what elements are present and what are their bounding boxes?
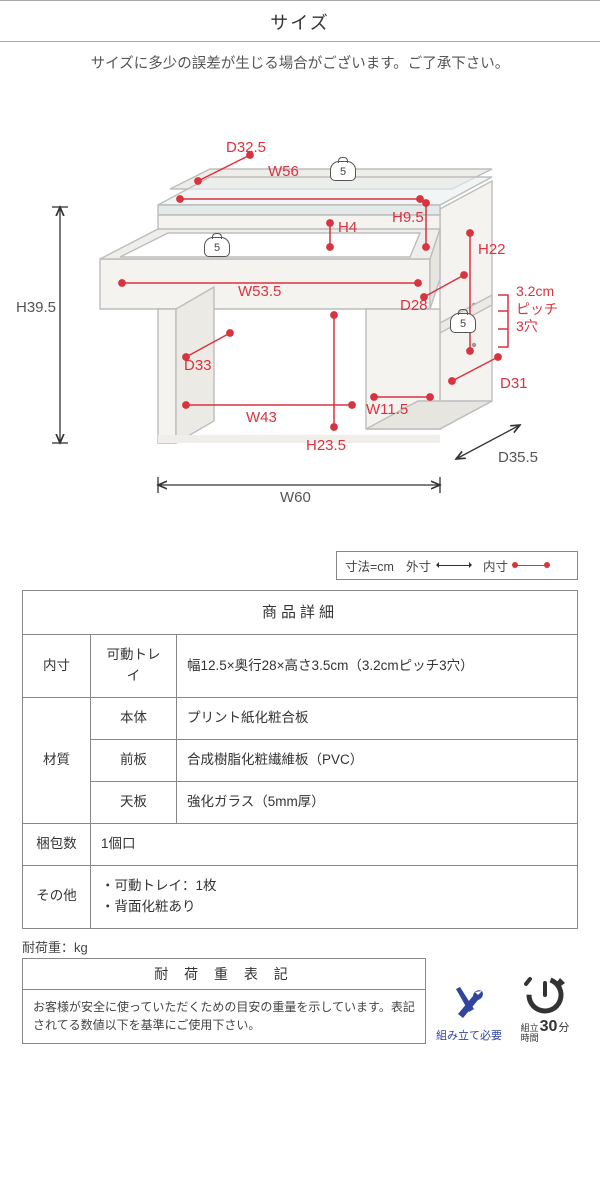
lbl-d28: D28 (400, 297, 428, 314)
time-unit: 分 (558, 1022, 569, 1036)
lbl-h23: H23.5 (306, 437, 346, 454)
lbl-h9: H9.5 (392, 209, 424, 226)
table-row: 天板 強化ガラス（5mm厚） (23, 781, 578, 823)
legend-outer-arrow-icon (437, 565, 471, 566)
lbl-w11: W11.5 (366, 401, 408, 418)
row-label: 材質 (23, 698, 91, 824)
table-row: 前板 合成樹脂化粧繊維板（PVC） (23, 740, 578, 782)
row-label: その他 (23, 865, 91, 928)
legend-unit: 寸法=cm (345, 556, 394, 575)
lbl-h22: H22 (478, 241, 506, 258)
assembly-label: 組み立て必要 (436, 1030, 502, 1044)
row-sub: 可動トレイ (91, 635, 177, 698)
table-row: その他 ・可動トレイ：1枚 ・背面化粧あり (23, 865, 578, 928)
weight-badge-shelf: 5 (450, 313, 476, 333)
row-val: ・可動トレイ：1枚 ・背面化粧あり (91, 865, 578, 928)
lbl-d33: D33 (184, 357, 212, 374)
lbl-d31: D31 (500, 375, 528, 392)
spec-header: 商品詳細 (23, 591, 578, 635)
row-label: 内寸 (23, 635, 91, 698)
row-sub: 前板 (91, 740, 177, 782)
assembly-required-icon: 組み立て必要 (436, 958, 502, 1044)
assembly-time-icon: 組立 時間 30 分 (512, 958, 578, 1044)
lbl-h-overall: H39.5 (16, 299, 56, 316)
dimension-diagram: H39.5 W60 D35.5 D32.5 W56 H4 H9.5 W53.5 … (0, 91, 600, 521)
lbl-w53: W53.5 (238, 283, 281, 300)
time-label: 組立 時間 (521, 1024, 539, 1044)
row-sub: 天板 (91, 781, 177, 823)
row-val: 合成樹脂化粧繊維板（PVC） (177, 740, 578, 782)
load-capacity-note: 耐荷重：kg (22, 937, 578, 956)
legend-inner: 内寸 (483, 556, 508, 575)
lbl-w-top: W56 (268, 163, 299, 180)
load-capacity-box: 耐 荷 重 表 記 お客様が安全に使っていただくための目安の重量を示しています。… (22, 958, 426, 1044)
time-value: 30 (540, 1017, 558, 1037)
legend-inner-line-icon (514, 565, 548, 567)
lbl-w-overall: W60 (280, 489, 311, 506)
table-row: 材質 本体 プリント紙化粧合板 (23, 698, 578, 740)
lbl-w43: W43 (246, 409, 277, 426)
table-row: 内寸 可動トレイ 幅12.5×奥行28×高さ3.5cm（3.2cmピッチ3穴） (23, 635, 578, 698)
lbl-h4: H4 (338, 219, 357, 236)
row-sub: 本体 (91, 698, 177, 740)
weight-badge-top: 5 (330, 161, 356, 181)
lbl-d-top: D32.5 (226, 139, 266, 156)
table-row: 梱包数 1個口 (23, 823, 578, 865)
legend-outer: 外寸 (406, 556, 431, 575)
load-box-title: 耐 荷 重 表 記 (23, 959, 425, 990)
row-val: 1個口 (91, 823, 578, 865)
row-val: 幅12.5×奥行28×高さ3.5cm（3.2cmピッチ3穴） (177, 635, 578, 698)
spec-table: 商品詳細 内寸 可動トレイ 幅12.5×奥行28×高さ3.5cm（3.2cmピッ… (22, 590, 578, 929)
row-val: 強化ガラス（5mm厚） (177, 781, 578, 823)
weight-badge-drawer: 5 (204, 237, 230, 257)
lbl-pitch: 3.2cm ピッチ 3穴 (516, 283, 558, 336)
size-subtitle: サイズに多少の誤差が生じる場合がございます。ご了承下さい。 (0, 52, 600, 73)
dimension-legend: 寸法=cm 外寸 内寸 (336, 551, 578, 580)
load-box-body: お客様が安全に使っていただくための目安の重量を示しています。表記されてる数値以下… (23, 990, 425, 1043)
row-label: 梱包数 (23, 823, 91, 865)
row-val: プリント紙化粧合板 (177, 698, 578, 740)
size-title: サイズ (0, 0, 600, 42)
lbl-d-overall: D35.5 (498, 449, 538, 466)
